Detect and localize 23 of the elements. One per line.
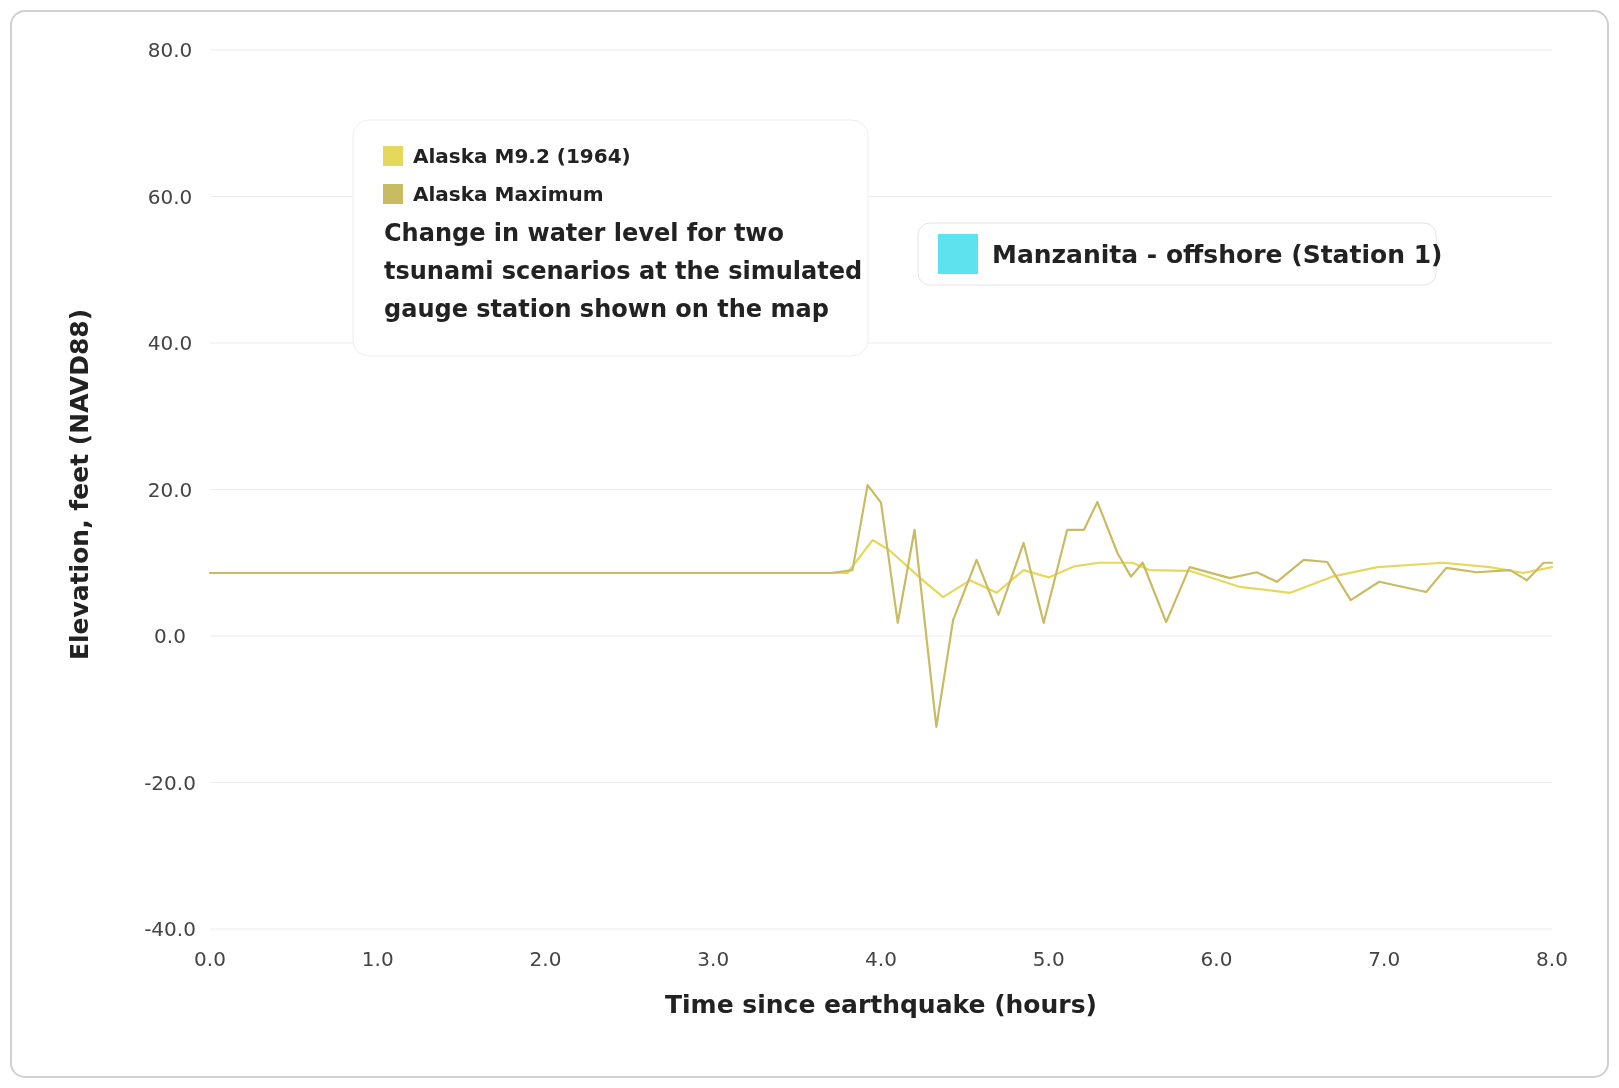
y-tick-label: -20.0 xyxy=(144,770,196,795)
x-tick-label: 7.0 xyxy=(1368,947,1401,971)
x-tick-label: 3.0 xyxy=(697,947,730,971)
y-tick-label: 0.0 xyxy=(154,624,186,648)
x-tick-label: 1.0 xyxy=(361,947,394,971)
line-series xyxy=(208,484,1554,728)
x-tick-label: 4.0 xyxy=(865,947,897,971)
y-axis-title: Elevation, feet (NAVD88) xyxy=(65,308,94,661)
x-tick-label: 8.0 xyxy=(1536,947,1568,971)
annotation: Change in water level for two tsunami scenarios at the simulated gauge station shown on the map xyxy=(384,219,863,323)
y-tick-label: 20.0 xyxy=(147,477,193,502)
legend-label: Alaska Maximum xyxy=(413,182,604,206)
x-tick-label: 2.0 xyxy=(529,947,562,971)
y-tick-label: 60.0 xyxy=(147,184,193,209)
annotation: Manzanita - offshore (Station 1) xyxy=(992,239,1443,269)
x-tick-label: 6.0 xyxy=(1200,947,1233,971)
legend-label: Alaska M9.2 (1964) xyxy=(413,144,631,168)
x-axis-title: Time since earthquake (hours) xyxy=(665,990,1097,1019)
y-tick-label: 80.0 xyxy=(147,38,193,62)
y-tick-label: 40.0 xyxy=(147,331,193,355)
y-tick-label: -40.0 xyxy=(144,917,196,941)
x-tick-label: 0.0 xyxy=(194,947,226,971)
x-tick-label: 5.0 xyxy=(1032,947,1065,971)
